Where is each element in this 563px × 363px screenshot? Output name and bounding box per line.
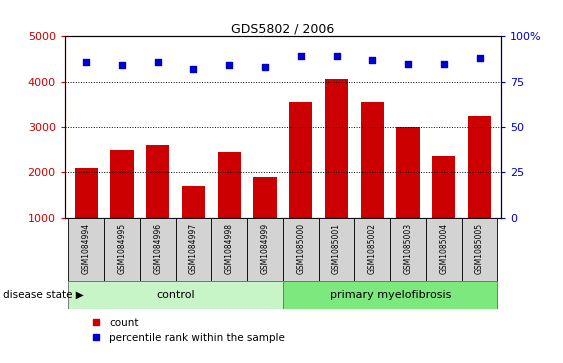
Text: GSM1085004: GSM1085004 <box>439 223 448 274</box>
Bar <box>253 177 276 263</box>
Bar <box>462 218 498 281</box>
Bar <box>110 150 133 263</box>
Point <box>368 57 377 63</box>
Point <box>261 64 270 70</box>
Bar <box>361 102 384 263</box>
Text: primary myelofibrosis: primary myelofibrosis <box>329 290 451 300</box>
Bar <box>68 218 104 281</box>
Bar <box>104 218 140 281</box>
Bar <box>432 156 455 263</box>
Bar <box>218 152 241 263</box>
Text: control: control <box>157 290 195 300</box>
Bar <box>390 218 426 281</box>
Text: GSM1084999: GSM1084999 <box>261 223 270 274</box>
Text: disease state ▶: disease state ▶ <box>3 290 83 300</box>
Bar <box>289 102 312 263</box>
Bar <box>140 218 176 281</box>
Text: GSM1084998: GSM1084998 <box>225 223 234 274</box>
Text: GSM1085000: GSM1085000 <box>296 223 305 274</box>
Point <box>82 59 91 65</box>
Bar <box>396 127 419 263</box>
Bar <box>355 218 390 281</box>
Point <box>225 62 234 68</box>
Bar <box>283 218 319 281</box>
Bar <box>74 168 98 263</box>
Point <box>118 62 127 68</box>
Text: GSM1085003: GSM1085003 <box>404 223 413 274</box>
Text: GSM1084995: GSM1084995 <box>118 223 127 274</box>
Point <box>475 55 484 61</box>
Point <box>189 66 198 72</box>
Bar <box>68 281 283 309</box>
Bar <box>468 116 491 263</box>
Point <box>332 53 341 59</box>
Text: GSM1084994: GSM1084994 <box>82 223 91 274</box>
Bar <box>176 218 211 281</box>
Bar <box>325 79 348 263</box>
Legend: count, percentile rank within the sample: count, percentile rank within the sample <box>81 314 289 347</box>
Bar <box>182 186 205 263</box>
Bar <box>247 218 283 281</box>
Bar <box>319 218 355 281</box>
Point <box>153 59 162 65</box>
Point <box>404 61 413 66</box>
Point <box>296 53 305 59</box>
Bar <box>146 145 169 263</box>
Point <box>439 61 448 66</box>
Bar <box>283 281 498 309</box>
Text: GSM1085005: GSM1085005 <box>475 223 484 274</box>
Bar <box>426 218 462 281</box>
Text: GSM1084997: GSM1084997 <box>189 223 198 274</box>
Title: GDS5802 / 2006: GDS5802 / 2006 <box>231 22 334 35</box>
Text: GSM1084996: GSM1084996 <box>153 223 162 274</box>
Bar <box>211 218 247 281</box>
Text: GSM1085001: GSM1085001 <box>332 223 341 274</box>
Text: GSM1085002: GSM1085002 <box>368 223 377 274</box>
